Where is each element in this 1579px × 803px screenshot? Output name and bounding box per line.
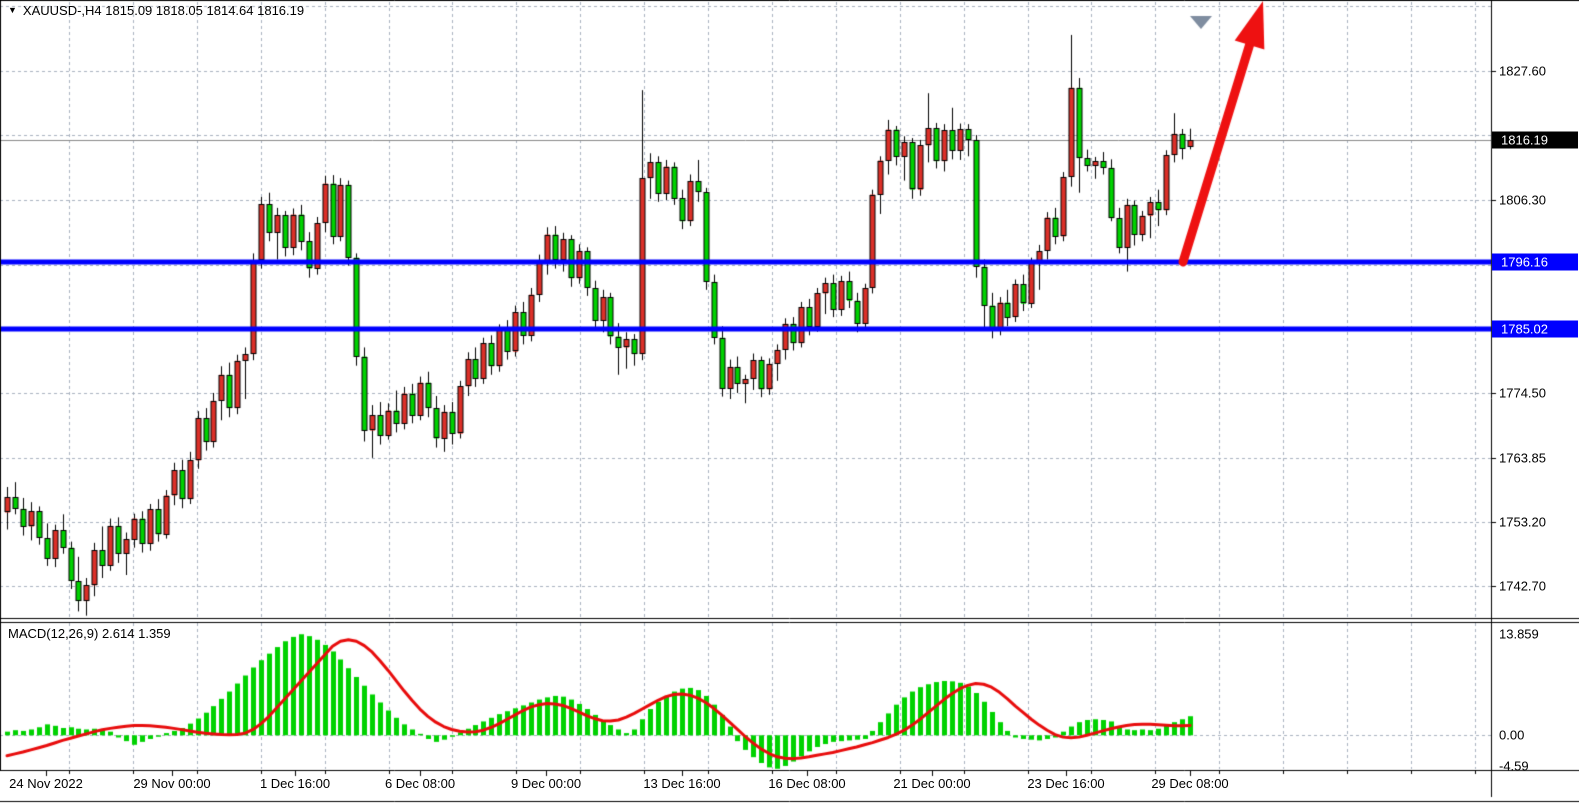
chart-canvas[interactable] <box>0 0 1579 803</box>
trading-chart-window: ▼ XAUUSD-,H4 1815.09 1818.05 1814.64 1816… <box>0 0 1579 803</box>
